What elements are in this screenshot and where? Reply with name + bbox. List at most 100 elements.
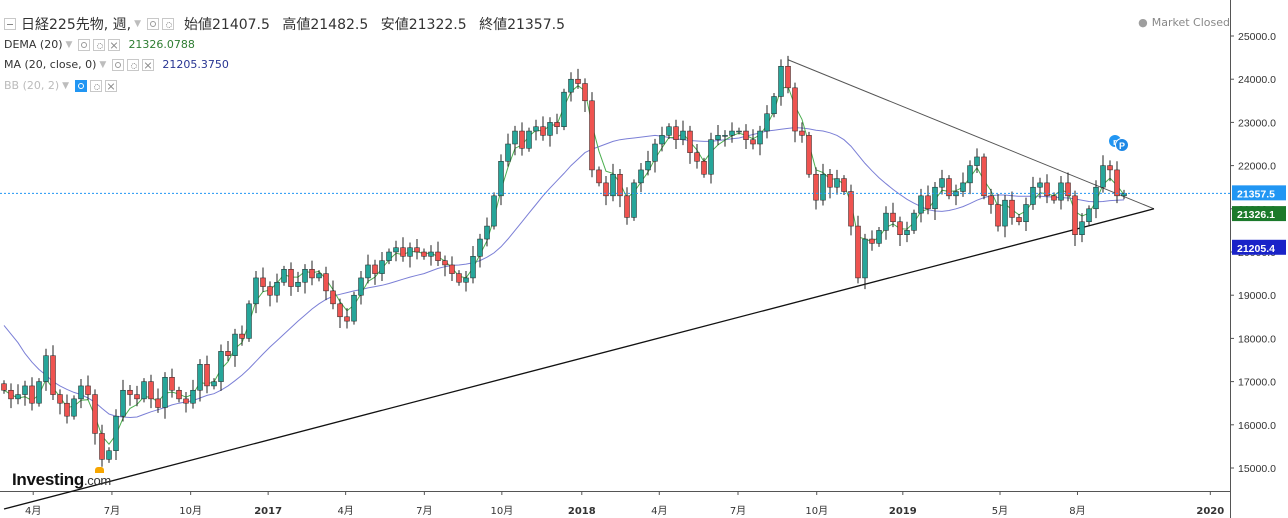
- candle-body[interactable]: [211, 381, 217, 387]
- candle[interactable]: [274, 273, 280, 303]
- candle[interactable]: [169, 368, 175, 398]
- candles-layer[interactable]: [1, 55, 1127, 467]
- candle-body[interactable]: [288, 269, 294, 287]
- candle-body[interactable]: [771, 96, 777, 115]
- candle[interactable]: [519, 122, 525, 156]
- candle-body[interactable]: [1002, 199, 1008, 227]
- candle-body[interactable]: [568, 78, 574, 93]
- candle[interactable]: [771, 93, 777, 118]
- candle-body[interactable]: [113, 415, 119, 451]
- candle[interactable]: [932, 182, 938, 221]
- candle-body[interactable]: [652, 143, 658, 162]
- candle[interactable]: [456, 270, 462, 286]
- candle[interactable]: [29, 377, 35, 411]
- candle-body[interactable]: [547, 122, 553, 136]
- candle[interactable]: [15, 384, 21, 405]
- candle-body[interactable]: [337, 303, 343, 318]
- candle-body[interactable]: [57, 394, 63, 404]
- candle-body[interactable]: [876, 230, 882, 244]
- candle-body[interactable]: [1086, 208, 1092, 223]
- candle-body[interactable]: [1009, 199, 1015, 218]
- candle-body[interactable]: [477, 238, 483, 257]
- candle-body[interactable]: [1, 383, 7, 391]
- candle-body[interactable]: [673, 126, 679, 140]
- candle[interactable]: [141, 378, 147, 403]
- candle[interactable]: [120, 379, 126, 422]
- trendline-layer[interactable]: [3, 59, 1155, 510]
- candle[interactable]: [743, 124, 749, 149]
- candle-body[interactable]: [1114, 169, 1120, 197]
- candle[interactable]: [225, 340, 231, 362]
- gear-icon[interactable]: [162, 18, 174, 30]
- candle[interactable]: [512, 125, 518, 156]
- candle-body[interactable]: [309, 269, 315, 279]
- candle[interactable]: [183, 391, 189, 413]
- candle-body[interactable]: [785, 65, 791, 89]
- candle-body[interactable]: [897, 221, 903, 235]
- candle[interactable]: [575, 68, 581, 89]
- candle-body[interactable]: [1065, 182, 1071, 197]
- trendline-upper[interactable]: [787, 59, 1155, 210]
- candle-body[interactable]: [253, 277, 259, 305]
- candle-body[interactable]: [1023, 204, 1029, 223]
- candle-body[interactable]: [1100, 165, 1106, 188]
- candle-body[interactable]: [533, 126, 539, 132]
- candle[interactable]: [694, 144, 700, 169]
- candle-body[interactable]: [316, 273, 322, 279]
- candle-body[interactable]: [799, 130, 805, 136]
- candle-body[interactable]: [764, 113, 770, 132]
- candle-body[interactable]: [351, 294, 357, 322]
- candle[interactable]: [1023, 197, 1029, 232]
- candle[interactable]: [624, 187, 630, 225]
- candle[interactable]: [197, 359, 203, 402]
- candle[interactable]: [491, 192, 497, 230]
- candle-body[interactable]: [1030, 186, 1036, 205]
- candle-body[interactable]: [197, 364, 203, 391]
- candle[interactable]: [967, 160, 973, 195]
- candle-body[interactable]: [456, 273, 462, 283]
- candle[interactable]: [757, 125, 763, 156]
- candle-body[interactable]: [8, 389, 14, 400]
- candle[interactable]: [1093, 180, 1099, 219]
- candle-body[interactable]: [729, 130, 735, 136]
- candle[interactable]: [323, 266, 329, 301]
- candle[interactable]: [57, 389, 63, 415]
- candle-body[interactable]: [99, 433, 105, 460]
- candle-body[interactable]: [932, 186, 938, 210]
- candle[interactable]: [638, 163, 644, 193]
- candle-body[interactable]: [820, 173, 826, 201]
- candle[interactable]: [43, 348, 49, 391]
- candle[interactable]: [267, 281, 273, 307]
- candle[interactable]: [351, 291, 357, 325]
- candle[interactable]: [806, 131, 812, 178]
- candle-body[interactable]: [701, 161, 707, 175]
- candle[interactable]: [750, 129, 756, 150]
- candle-body[interactable]: [806, 135, 812, 175]
- candle-body[interactable]: [1079, 221, 1085, 235]
- candle[interactable]: [449, 256, 455, 281]
- candle[interactable]: [442, 255, 448, 277]
- candle[interactable]: [50, 345, 56, 400]
- candle[interactable]: [568, 72, 574, 102]
- candle[interactable]: [358, 271, 364, 305]
- candle[interactable]: [799, 122, 805, 143]
- candle-body[interactable]: [463, 277, 469, 283]
- candle[interactable]: [554, 113, 560, 135]
- candle-body[interactable]: [589, 100, 595, 171]
- candle[interactable]: [610, 163, 616, 202]
- candle[interactable]: [911, 209, 917, 234]
- candle[interactable]: [855, 215, 861, 284]
- candle[interactable]: [540, 116, 546, 141]
- candle[interactable]: [99, 424, 105, 467]
- candle[interactable]: [64, 394, 70, 424]
- candle-body[interactable]: [1044, 182, 1050, 197]
- candle-body[interactable]: [869, 238, 875, 244]
- candle[interactable]: [792, 82, 798, 143]
- candle-body[interactable]: [92, 394, 98, 434]
- bb-close-icon[interactable]: [105, 79, 118, 92]
- ma-label[interactable]: MA (20, close, 0): [4, 58, 97, 71]
- trendline-lower[interactable]: [3, 208, 1155, 510]
- candle-body[interactable]: [925, 195, 931, 210]
- candle[interactable]: [36, 378, 42, 407]
- candle[interactable]: [778, 59, 784, 106]
